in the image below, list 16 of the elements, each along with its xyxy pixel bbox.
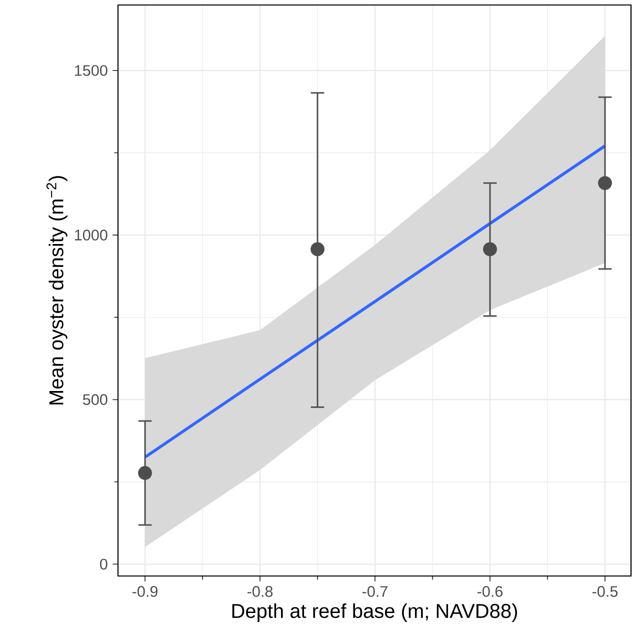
- line-series: [144, 144, 606, 459]
- y-axis-title: Mean oyster density (m$^{−2}$): [46, 176, 68, 404]
- y-tick-label: 500: [82, 394, 108, 406]
- y-tick-label: 1500: [75, 65, 108, 76]
- x-tick-label: -0.6: [477, 586, 503, 597]
- point: [138, 466, 152, 480]
- y-tick-label: 1000: [75, 230, 108, 240]
- y-tick-label: 0: [100, 558, 108, 570]
- x-tick-label: -0.7: [362, 586, 388, 597]
- point: [598, 176, 612, 190]
- point: [483, 242, 497, 256]
- x-axis-title: Depth at reef base (m; NAVD88): [232, 603, 517, 622]
- x-tick-label: -0.8: [247, 586, 273, 597]
- x-tick-label: -0.5: [592, 586, 618, 597]
- x-tick-label: -0.9: [132, 586, 158, 597]
- point: [310, 242, 324, 256]
